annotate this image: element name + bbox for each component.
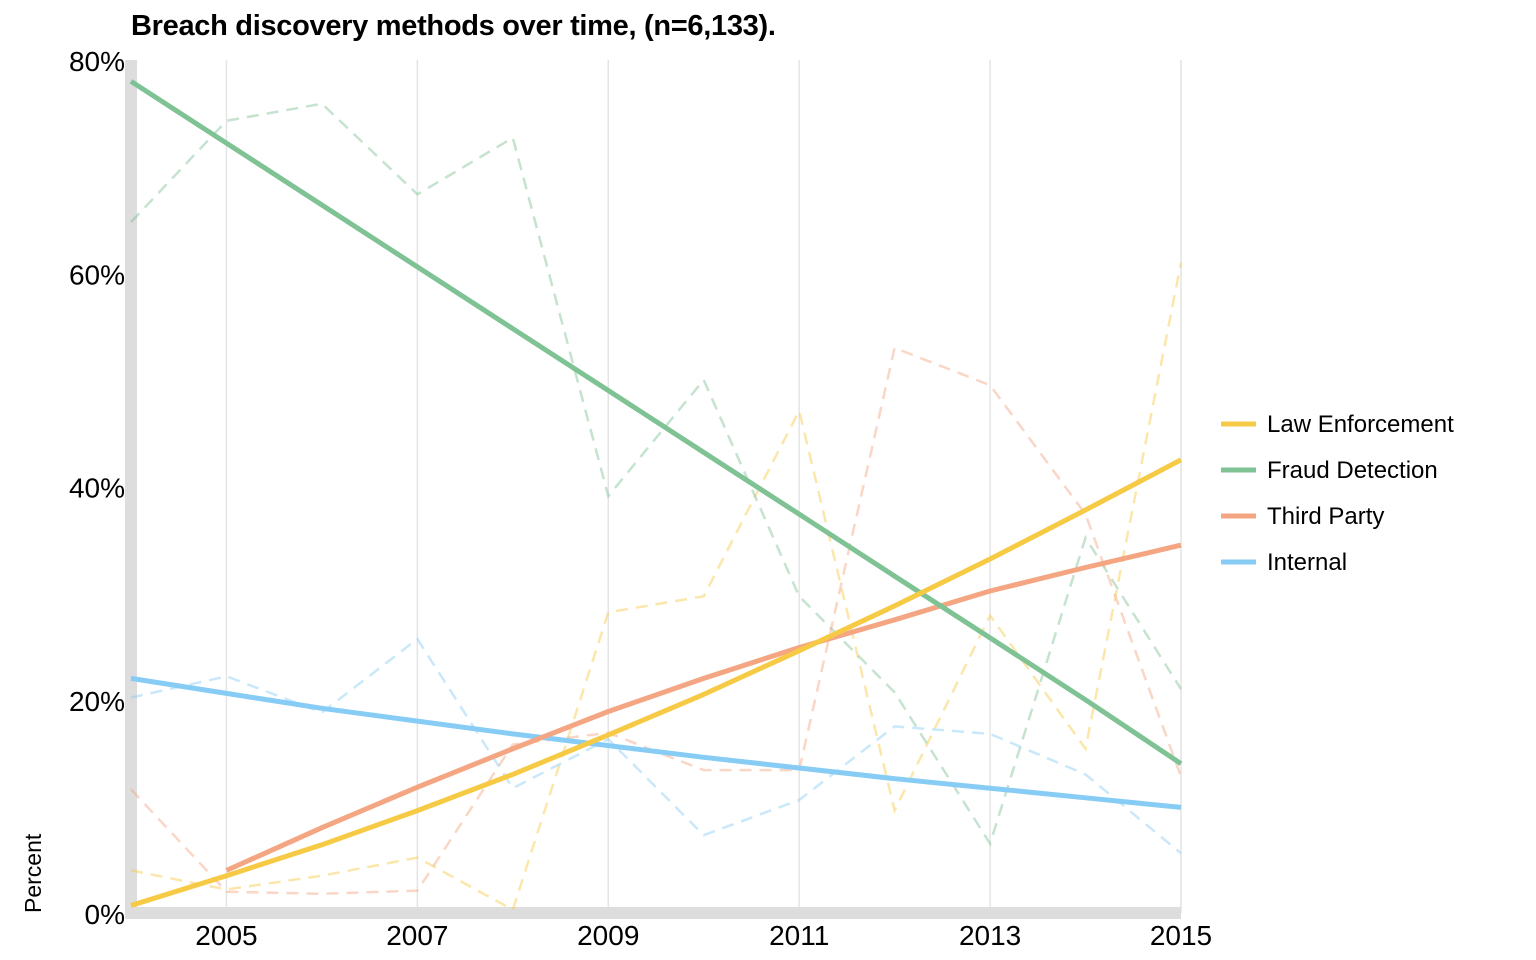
observed-line-fraud-detection <box>130 102 1183 847</box>
observed-line-internal <box>130 637 1182 855</box>
trend-line-law-enforcement <box>130 457 1183 908</box>
trend-line-third-party <box>225 542 1182 873</box>
y-tick-label-0: 0% <box>85 899 125 930</box>
y-tick-label-40: 40% <box>69 473 125 504</box>
legend-label-internal: Internal <box>1267 549 1347 576</box>
trend-line-internal <box>130 675 1182 810</box>
observed-series <box>130 102 1183 912</box>
y-tick-label-20: 20% <box>69 686 125 717</box>
gridlines <box>225 60 1182 913</box>
trend-series <box>129 79 1183 908</box>
x-tick-label-2011: 2011 <box>769 920 829 951</box>
legend-label-third-party: Third Party <box>1267 503 1384 530</box>
chart-title: Breach discovery methods over time, (n=6… <box>131 10 776 42</box>
trend-line-fraud-detection <box>129 79 1183 766</box>
x-tick-label-2005: 2005 <box>195 920 257 951</box>
x-tick-label-2007: 2007 <box>386 920 448 951</box>
tick-labels: 0% 20% 40% 60% 80% 2005 2007 2009 2011 2013 2015 <box>69 46 1212 951</box>
observed-line-third-party <box>130 346 1183 896</box>
y-tick-label-60: 60% <box>69 259 125 290</box>
y-tick-label-80: 80% <box>69 46 125 77</box>
observed-line-law-enforcement <box>130 262 1183 912</box>
legend: Law Enforcement Fraud Detection Third Part… <box>1221 411 1454 576</box>
x-tick-label-2015: 2015 <box>1150 920 1212 951</box>
x-tick-label-2009: 2009 <box>577 920 639 951</box>
legend-label-fraud-detection: Fraud Detection <box>1267 457 1438 484</box>
y-axis-title: Percent <box>20 833 46 913</box>
axes <box>125 60 1181 919</box>
legend-label-law-enforcement: Law Enforcement <box>1267 411 1454 438</box>
x-tick-label-2013: 2013 <box>959 920 1021 951</box>
